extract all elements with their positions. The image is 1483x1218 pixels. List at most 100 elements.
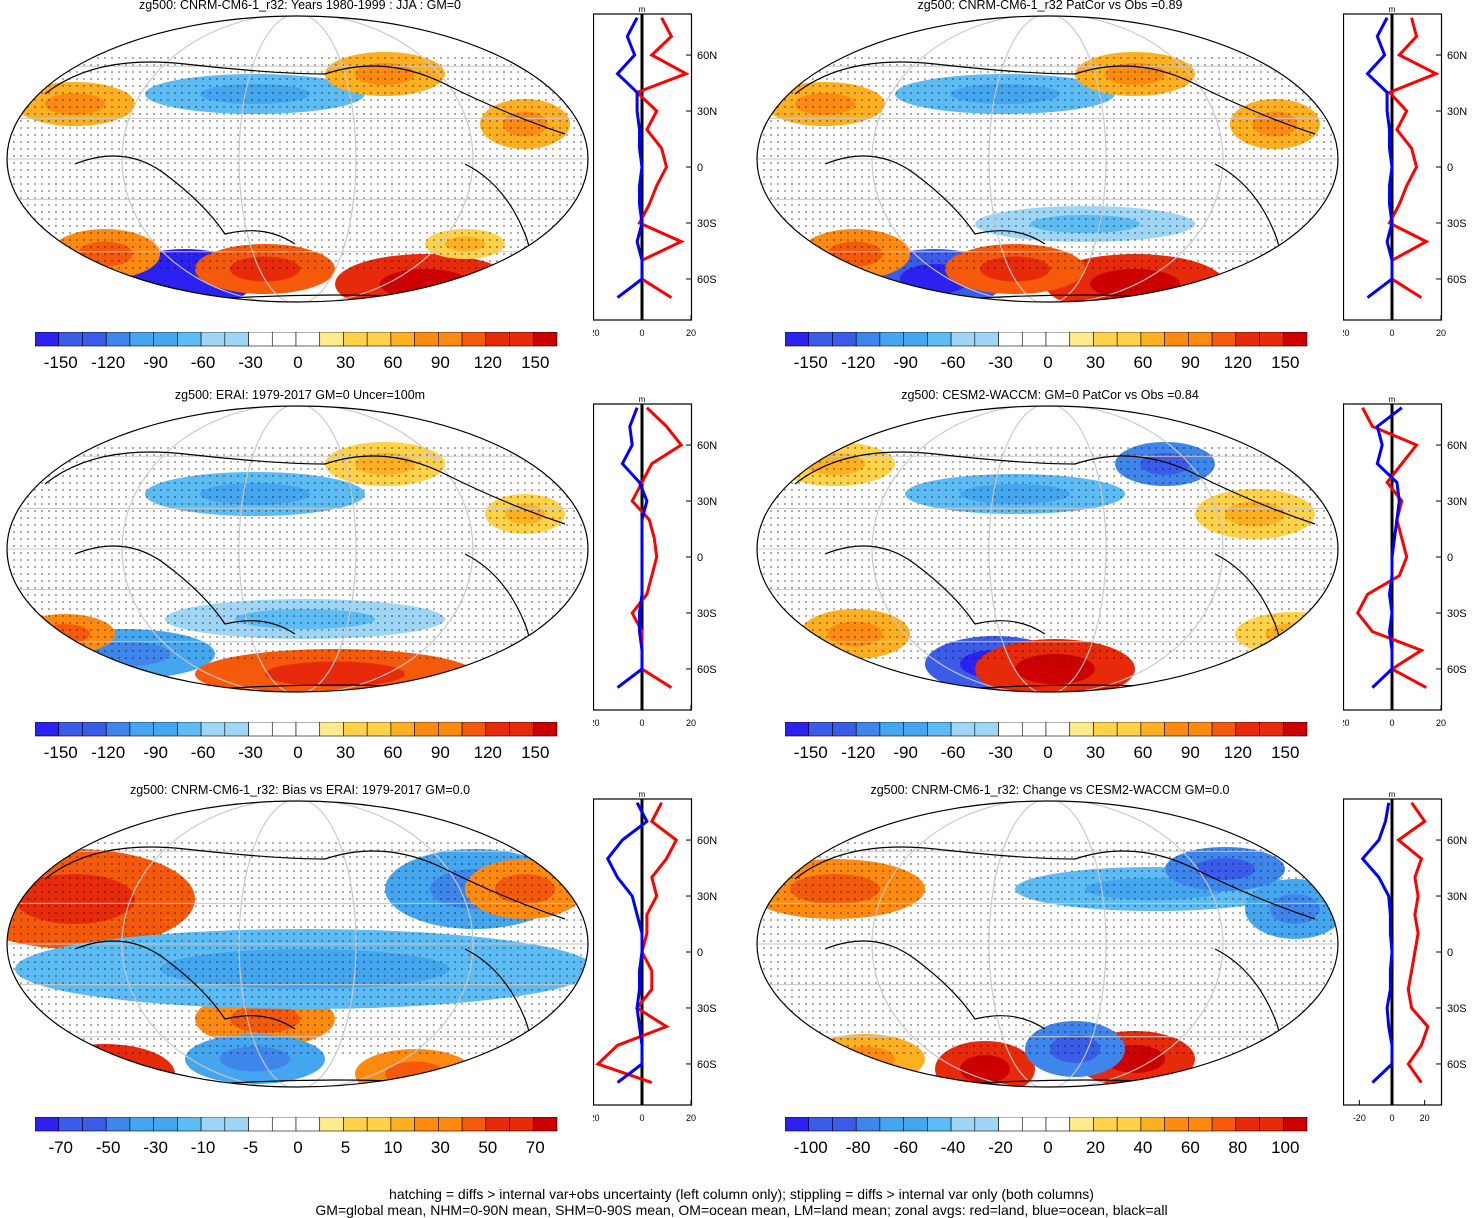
graticule-meridian [121,801,474,1087]
lat-label: 60S [697,1059,717,1071]
colorbar-label: -30 [988,353,1013,372]
colorbar-label: 0 [293,743,302,762]
colorbar-swatch [461,722,487,737]
colorbar-swatch [509,332,534,347]
map-title: zg500: CNRM-CM6-1_r32 PatCor vs Obs =0.8… [917,0,1183,12]
colorbar-swatch [1045,332,1071,347]
colorbar-swatch [879,722,904,737]
colorbar-swatch [105,722,131,737]
colorbar-swatch [319,722,344,737]
colorbar-swatch [414,332,439,347]
colorbar-label: 60 [1181,1138,1200,1157]
colorbar-label: 90 [1181,353,1200,372]
colorbar-label: -90 [143,353,168,372]
colorbar-label: 90 [431,353,450,372]
map-border [6,15,589,303]
map-border [756,15,1339,303]
colorbar-swatch [485,1117,510,1132]
graticule-meridian [871,801,1224,1087]
colorbar-swatch [1021,722,1047,737]
colorbar-label: -60 [191,353,216,372]
colorbar-swatch [177,722,202,737]
colorbar-swatch [224,1117,249,1132]
map-plot [6,15,589,303]
colorbar-swatch [1164,332,1189,347]
colorbar-label: -50 [96,1138,121,1157]
colorbar-swatch [903,332,928,347]
profile-land [1355,407,1428,689]
profile-ocean [1360,802,1394,1084]
map-title: zg500: CNRM-CM6-1_r32: Years 1980-1999 :… [138,0,462,12]
x-tick-label: 0 [639,718,644,728]
colorbar-swatch [390,1117,415,1132]
colorbar-swatch [903,722,928,737]
colorbar-swatch [1164,1117,1189,1132]
colorbar-label: 70 [526,1138,545,1157]
zonal-profile: m 60N 30N 0 30S 60S -20 0 20 [1343,395,1467,728]
zonal-profile: m 60N 30N 0 30S 60S -20 0 20 [593,395,717,728]
lat-label: 30S [1447,218,1467,230]
colorbar-label: 150 [521,353,549,372]
lat-label: 60N [697,440,717,452]
colorbar-swatch [438,722,463,737]
lat-label: 0 [697,947,703,959]
contour-core [265,661,405,687]
colorbar-swatch [1259,1117,1284,1132]
profile-ocean [1371,406,1403,689]
contour-core [960,1055,1010,1083]
colorbar-label: 30 [336,743,355,762]
colorbar-swatch [808,722,833,737]
colorbar-swatch [200,1117,226,1132]
colorbar-swatch [998,1117,1023,1132]
colorbar-label: 150 [1271,743,1299,762]
map-border [756,800,1339,1088]
colorbar-swatch [1140,722,1165,737]
colorbar-swatch [950,722,976,737]
colorbar: -70 -50 -30 -10 -5 0 5 10 30 50 70 [35,1117,558,1157]
lat-label: 0 [697,552,703,564]
colorbar-swatch [35,1117,60,1132]
profile-unit: m [1389,790,1396,799]
colorbar-swatch [1211,722,1237,737]
x-tick-label: 20 [1420,1113,1430,1123]
colorbar: -150 -120 -90 -60 -30 0 30 60 90 120 150 [35,332,558,372]
x-tick-label: 0 [1389,1113,1394,1123]
colorbar-label: -150 [44,353,78,372]
x-tick-label: -20 [1343,718,1350,728]
stippling [7,839,588,1059]
colorbar-swatch [366,332,392,347]
colorbar-swatch [1282,722,1308,737]
colorbar-swatch [58,1117,83,1132]
colorbar-swatch [82,722,107,737]
colorbar-swatch [343,722,368,737]
colorbar-swatch [832,722,857,737]
colorbar-label: 120 [474,743,502,762]
colorbar-swatch [808,1117,833,1132]
profile-unit: m [639,790,646,799]
profile-unit: m [1389,395,1396,404]
colorbar-swatch [532,332,558,347]
colorbar-swatch [1188,1117,1213,1132]
colorbar-label: -150 [794,353,828,372]
colorbar-swatch [927,1117,952,1132]
colorbar-swatch [200,722,226,737]
colorbar-swatch [58,332,83,347]
colorbar-label: 5 [341,1138,350,1157]
colorbar-label: -10 [191,1138,216,1157]
colorbar-label: -60 [893,1138,918,1157]
colorbar-swatch [129,722,154,737]
lat-label: 30N [697,496,717,508]
colorbar-swatch [271,722,297,737]
colorbar-swatch [271,332,297,347]
colorbar-swatch [1093,332,1118,347]
x-tick-label: -20 [1353,1113,1366,1123]
colorbar-label: 60 [383,743,402,762]
lat-label: 0 [1447,162,1453,174]
colorbar-swatch [1045,722,1071,737]
colorbar-swatch [808,332,833,347]
colorbar-swatch [485,722,510,737]
lat-label: 30S [697,1003,717,1015]
lat-label: 60N [1447,50,1467,62]
colorbar-label: -70 [48,1138,73,1157]
colorbar-label: 150 [521,743,549,762]
